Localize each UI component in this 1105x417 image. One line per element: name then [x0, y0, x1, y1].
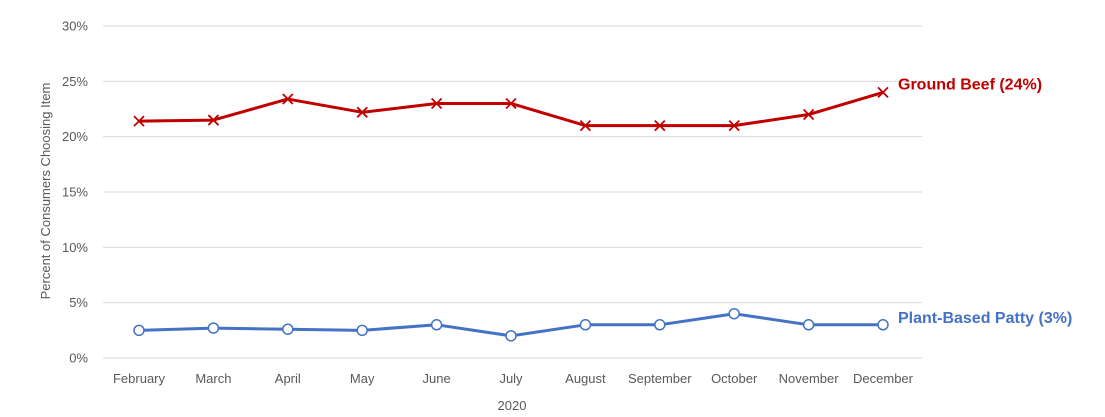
y-tick-label: 0%	[69, 351, 88, 366]
x-tick-label: March	[195, 371, 231, 386]
gridlines	[103, 25, 922, 359]
x-tick-label: November	[779, 371, 840, 386]
data-point-circle-marker	[877, 319, 889, 331]
data-point-x-marker	[579, 119, 592, 132]
series-end-label: Plant-Based Patty (3%)	[898, 310, 1072, 327]
data-point-circle-marker	[802, 319, 815, 331]
y-tick-label: 30%	[62, 19, 88, 34]
y-tick-label: 20%	[62, 129, 88, 144]
data-point-circle-marker	[728, 307, 740, 320]
data-point-x-marker	[430, 97, 443, 110]
series-lines: Ground Beef (24%) Plant-Based Patty (3%)	[133, 76, 1072, 342]
data-point-circle-marker	[654, 319, 666, 331]
x-tick-label: July	[499, 371, 523, 386]
data-point-x-marker	[654, 119, 666, 132]
y-tick-label: 15%	[62, 185, 88, 200]
series-end-label: Ground Beef (24%)	[898, 76, 1042, 93]
y-axis-title: Percent of Consumers Choosing Item	[38, 83, 53, 300]
x-tick-label: February	[113, 371, 166, 386]
x-tick-label: April	[275, 371, 301, 386]
data-point-x-marker	[207, 114, 220, 126]
data-point-circle-marker	[579, 319, 592, 331]
x-axis-title: 2020	[498, 398, 527, 413]
data-point-x-marker	[133, 115, 145, 127]
x-tick-label: December	[853, 371, 914, 386]
data-point-x-marker	[728, 119, 740, 132]
y-axis-ticks: 0% 5% 10% 15% 20% 25% 30%	[62, 19, 88, 366]
data-point-circle-marker	[430, 319, 443, 331]
x-tick-label: August	[565, 371, 606, 386]
data-point-x-marker	[356, 106, 368, 118]
x-axis-ticks: February March April May June July August Septe…	[113, 371, 914, 386]
data-point-x-marker	[802, 108, 815, 121]
data-point-circle-marker	[282, 323, 294, 335]
data-point-circle-marker	[133, 324, 145, 337]
data-point-circle-marker	[505, 330, 517, 342]
x-tick-label: October	[711, 371, 758, 386]
data-point-circle-marker	[207, 322, 220, 334]
y-tick-label: 5%	[69, 295, 88, 310]
y-tick-label: 10%	[62, 240, 88, 255]
data-point-x-marker	[282, 93, 294, 105]
series-plant-based-patty: Plant-Based Patty (3%)	[133, 307, 1072, 342]
data-point-x-marker	[877, 86, 889, 99]
data-point-x-marker	[505, 97, 517, 110]
series-line	[138, 90, 884, 128]
x-tick-label: May	[350, 371, 375, 386]
series-ground-beef: Ground Beef (24%)	[133, 76, 1042, 132]
x-tick-label: September	[628, 371, 692, 386]
data-point-circle-marker	[356, 324, 368, 337]
y-tick-label: 25%	[62, 74, 88, 89]
x-tick-label: June	[422, 371, 450, 386]
